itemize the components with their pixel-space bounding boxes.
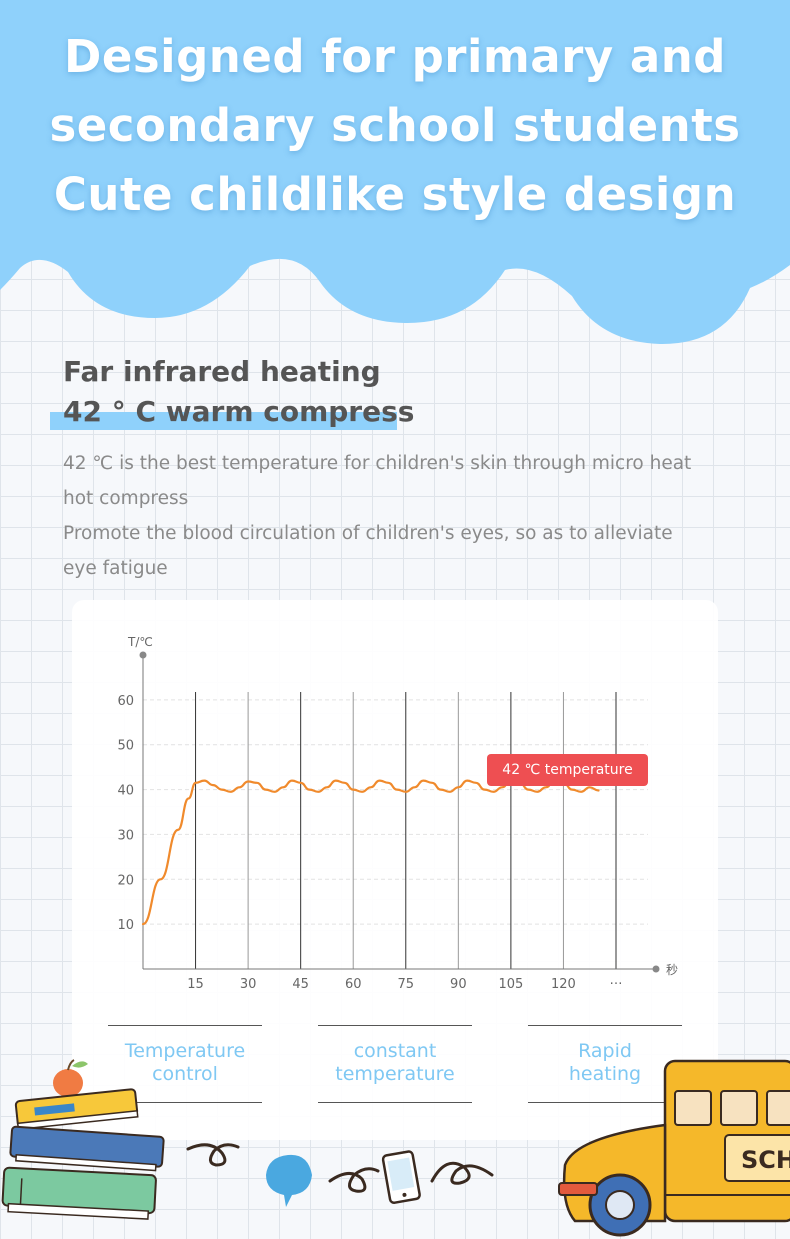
desc-line-3: Promote the blood circulation of childre…	[63, 523, 673, 544]
headline-line-2: secondary school students	[49, 99, 741, 152]
swirl-icon	[328, 1167, 380, 1193]
feature-title-line-1: Far infrared heating	[63, 355, 381, 388]
feature-rapid-heating: Rapid heating	[528, 1025, 682, 1103]
speech-bubble-icon	[266, 1154, 312, 1207]
headline-line-1: Designed for primary and	[64, 30, 726, 83]
books-illustration	[1, 1059, 165, 1220]
desc-line-4: eye fatigue	[63, 558, 168, 579]
title-highlight	[50, 412, 397, 430]
feature-label-line-2: heating	[568, 1063, 642, 1085]
doodles-illustration	[186, 1143, 494, 1207]
feature-label: constant temperature	[318, 1040, 472, 1086]
feature-label: Rapid heating	[528, 1040, 682, 1086]
feature-title-line-2: 42 ° C warm compress	[63, 395, 415, 428]
bus-sign: SCH	[741, 1146, 790, 1174]
desc-line-2: hot compress	[63, 488, 189, 509]
feature-label-line-1: constant	[353, 1040, 437, 1062]
headline-line-3: Cute childlike style design	[53, 168, 737, 221]
feature-label-line-1: Rapid	[578, 1040, 632, 1062]
feature-label-line-1: Temperature	[124, 1040, 246, 1062]
cloud-header	[0, 0, 790, 345]
desc-line-1: 42 ℃ is the best temperature for childre…	[63, 453, 692, 474]
feature-description: 42 ℃ is the best temperature for childre…	[63, 446, 723, 586]
swirl-icon	[430, 1161, 494, 1185]
apple-icon	[53, 1069, 83, 1097]
feature-temperature-control: Temperature control	[108, 1025, 262, 1103]
headline: Designed for primary and secondary schoo…	[0, 22, 790, 229]
swirl-icon	[186, 1143, 240, 1167]
school-bus-illustration: SCH	[558, 1059, 790, 1237]
temperature-badge: 42 ℃ temperature	[487, 754, 648, 786]
feature-constant-temperature: constant temperature	[318, 1025, 472, 1103]
feature-label-line-2: control	[152, 1063, 218, 1085]
feature-label: Temperature control	[108, 1040, 262, 1086]
feature-label-line-2: temperature	[335, 1063, 455, 1085]
feature-title: Far infrared heating 42 ° C warm compres…	[63, 352, 414, 432]
phone-icon	[381, 1150, 421, 1204]
